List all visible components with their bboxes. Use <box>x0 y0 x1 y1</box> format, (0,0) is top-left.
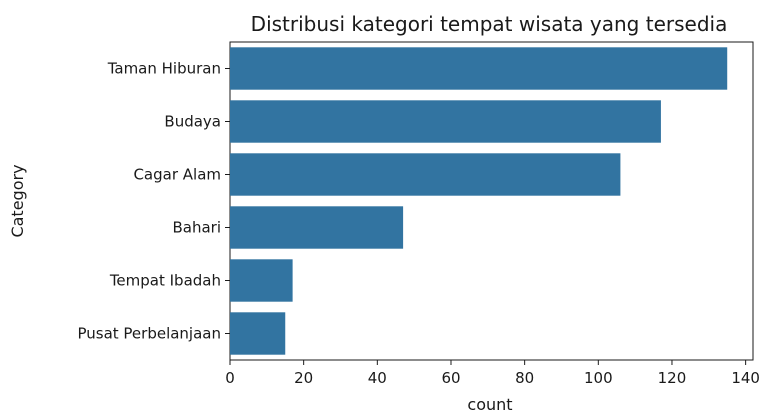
x-tick-label: 140 <box>731 369 760 387</box>
bar <box>230 312 286 355</box>
y-tick-label: Pusat Perbelanjaan <box>77 325 221 343</box>
chart-title: Distribusi kategori tempat wisata yang t… <box>251 12 728 36</box>
bar <box>230 153 621 196</box>
x-axis-label: count <box>467 395 512 414</box>
x-tick-label: 60 <box>441 369 460 387</box>
plot-area <box>229 41 754 361</box>
x-tick-label: 40 <box>368 369 387 387</box>
x-tick-label: 80 <box>515 369 534 387</box>
y-axis-label: Category <box>8 164 27 237</box>
bar <box>230 100 661 143</box>
y-tick-label: Cagar Alam <box>133 166 221 184</box>
x-tick-label: 100 <box>584 369 613 387</box>
bars <box>230 47 728 355</box>
bar <box>230 259 293 302</box>
y-tick-label: Bahari <box>172 219 221 237</box>
y-tick-label: Taman Hiburan <box>107 60 221 78</box>
x-tick-label: 20 <box>294 369 313 387</box>
bar <box>230 47 728 90</box>
y-tick-label: Budaya <box>164 113 221 131</box>
x-tick-label: 0 <box>225 369 235 387</box>
y-axis-ticks: Taman Hiburan Budaya Cagar Alam Bahari Tempa… <box>77 60 230 343</box>
y-tick-label: Tempat Ibadah <box>109 272 221 290</box>
x-tick-label: 120 <box>658 369 687 387</box>
x-axis-ticks: 0 20 40 60 80 100 120 140 <box>225 360 760 387</box>
bar <box>230 206 404 249</box>
